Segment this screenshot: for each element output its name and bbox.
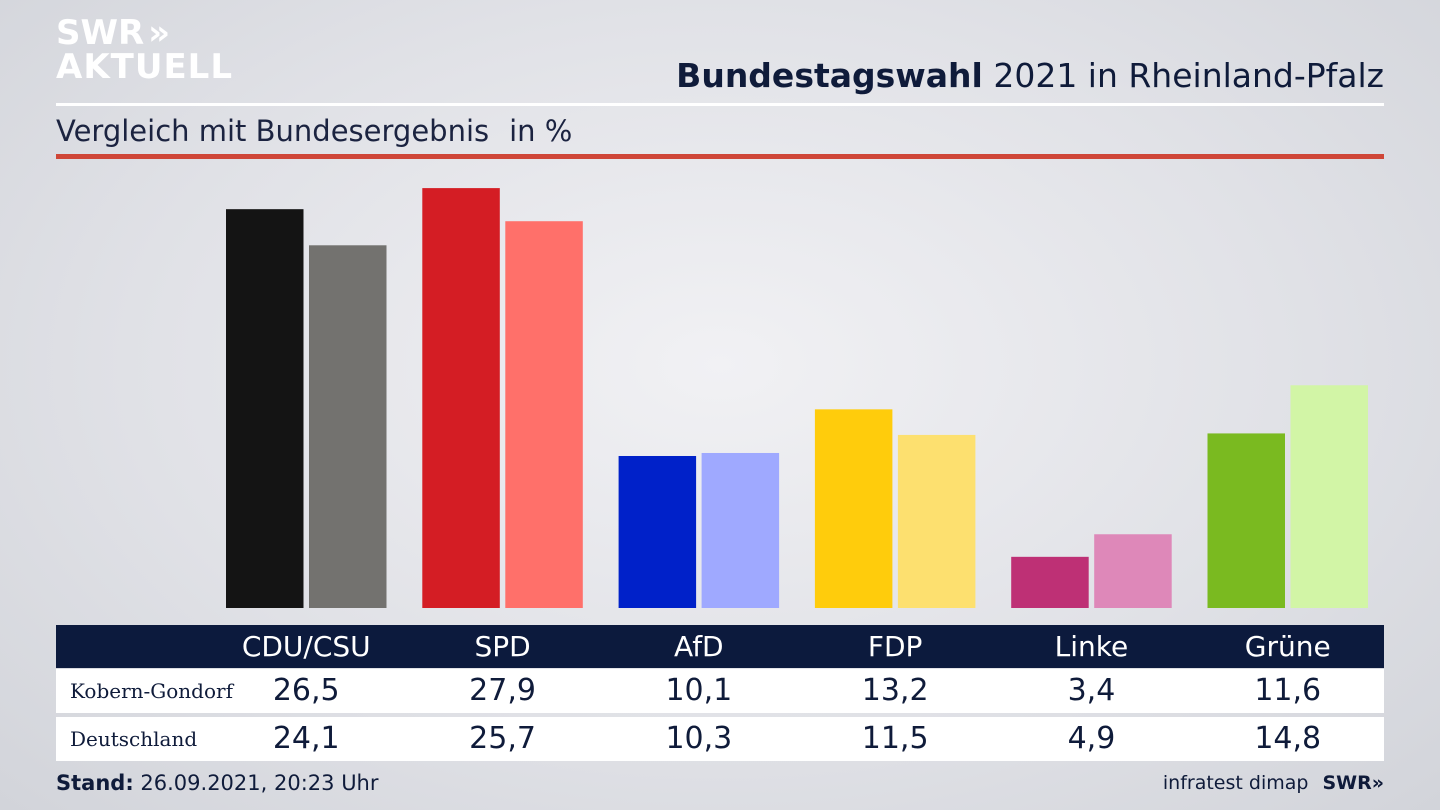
logo-text-swr: SWR bbox=[56, 13, 145, 53]
value-cell: 24,1 bbox=[272, 721, 340, 756]
row-label: Kobern-Gondorf bbox=[70, 679, 233, 703]
value-cell: 10,3 bbox=[665, 721, 733, 756]
chart-subtitle: Vergleich mit Bundesergebnis in % bbox=[56, 114, 572, 148]
subtitle-text: Vergleich mit Bundesergebnis bbox=[56, 114, 490, 148]
swr-aktuell-logo: SWR» AKTUELL bbox=[56, 16, 233, 84]
value-cell: 10,1 bbox=[665, 673, 733, 708]
value-cell: 26,5 bbox=[272, 673, 340, 708]
column-header: AfD bbox=[674, 630, 724, 663]
bar-afd-national bbox=[701, 452, 780, 608]
bar-afd-local bbox=[618, 455, 697, 608]
table-row: Deutschland 24,1 25,7 10,3 11,5 4,9 14,8 bbox=[56, 717, 1384, 761]
title-bold: Bundestagswahl bbox=[676, 56, 983, 95]
bar-gr-ne-national bbox=[1290, 385, 1368, 608]
value-cell: 11,6 bbox=[1254, 673, 1322, 708]
swr-logo: SWR» bbox=[1322, 772, 1384, 794]
bar-fdp-national bbox=[897, 434, 976, 608]
swr-chevron-icon: » bbox=[1371, 772, 1384, 794]
value-cell: 11,5 bbox=[861, 721, 929, 756]
column-header: SPD bbox=[474, 630, 531, 663]
column-header: Linke bbox=[1054, 630, 1129, 663]
bar-cdu-csu-national bbox=[309, 245, 387, 609]
bar-fdp-local bbox=[814, 409, 893, 608]
value-cell: 25,7 bbox=[469, 721, 536, 756]
bar-linke-local bbox=[1011, 556, 1089, 608]
value-cell: 14,8 bbox=[1254, 721, 1322, 756]
bar-chart bbox=[226, 188, 1368, 609]
value-cell: 27,9 bbox=[469, 673, 536, 708]
bar-gr-ne-local bbox=[1207, 433, 1285, 608]
logo-chevron-icon: » bbox=[148, 13, 171, 53]
unit-label: in % bbox=[509, 114, 573, 148]
bar-spd-national bbox=[505, 221, 583, 608]
column-header: FDP bbox=[867, 630, 923, 663]
stand-label: Stand: bbox=[56, 771, 134, 795]
bar-linke-national bbox=[1094, 534, 1172, 608]
logo-text-aktuell: AKTUELL bbox=[56, 47, 234, 87]
value-cell: 3,4 bbox=[1067, 673, 1116, 708]
bar-spd-local bbox=[422, 188, 500, 609]
table-row: Kobern-Gondorf 26,5 27,9 10,1 13,2 3,4 11,6 bbox=[56, 669, 1384, 713]
row-label: Deutschland bbox=[70, 727, 198, 751]
title-rest: 2021 in Rheinland-Pfalz bbox=[993, 56, 1384, 95]
timestamp: Stand: 26.09.2021, 20:23 Uhr bbox=[56, 771, 379, 795]
swr-logo-text: SWR bbox=[1322, 772, 1372, 794]
column-header: CDU/CSU bbox=[241, 630, 371, 663]
bar-cdu-csu-local bbox=[226, 209, 304, 609]
column-header: Grüne bbox=[1244, 630, 1331, 663]
table-header-row: CDU/CSU SPD AfD FDP Linke Grüne bbox=[56, 625, 1384, 668]
value-cell: 4,9 bbox=[1067, 721, 1116, 756]
source-credit: infratest dimap SWR» bbox=[1163, 772, 1384, 794]
header-divider bbox=[56, 103, 1384, 106]
accent-divider bbox=[56, 154, 1384, 159]
source-text: infratest dimap bbox=[1162, 772, 1309, 794]
value-cell: 13,2 bbox=[861, 673, 929, 708]
page-title: Bundestagswahl 2021 in Rheinland-Pfalz bbox=[676, 56, 1384, 95]
stand-value: 26.09.2021, 20:23 Uhr bbox=[140, 771, 379, 795]
